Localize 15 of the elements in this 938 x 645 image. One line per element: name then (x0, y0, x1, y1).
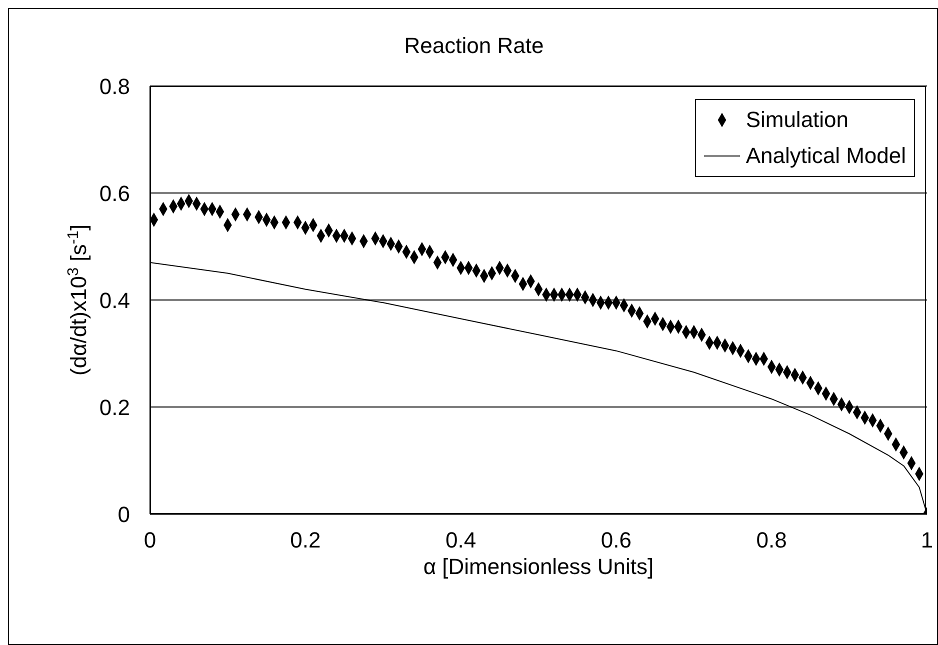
x-axis-title: α [Dimensionless Units] (423, 554, 654, 579)
x-tick-label: 1 (920, 528, 934, 553)
x-tick-label: 0.4 (446, 528, 476, 553)
chart-title: Reaction Rate (403, 33, 545, 59)
x-tick-label: 0.6 (600, 528, 632, 553)
y-tick-label: 0.6 (99, 180, 130, 206)
y-tick-label: 0.4 (99, 288, 130, 313)
y-tick-label: 0.8 (99, 74, 130, 99)
y-tick-label: 0 (118, 502, 130, 527)
x-tick-label: 0.8 (756, 528, 787, 553)
x-tick-label: 0.2 (290, 528, 321, 553)
y-tick-label: 0.2 (99, 394, 130, 420)
legend-label: Analytical Model (746, 142, 906, 170)
legend-label: Simulation (746, 106, 849, 134)
x-tick-label: 0 (144, 528, 156, 553)
